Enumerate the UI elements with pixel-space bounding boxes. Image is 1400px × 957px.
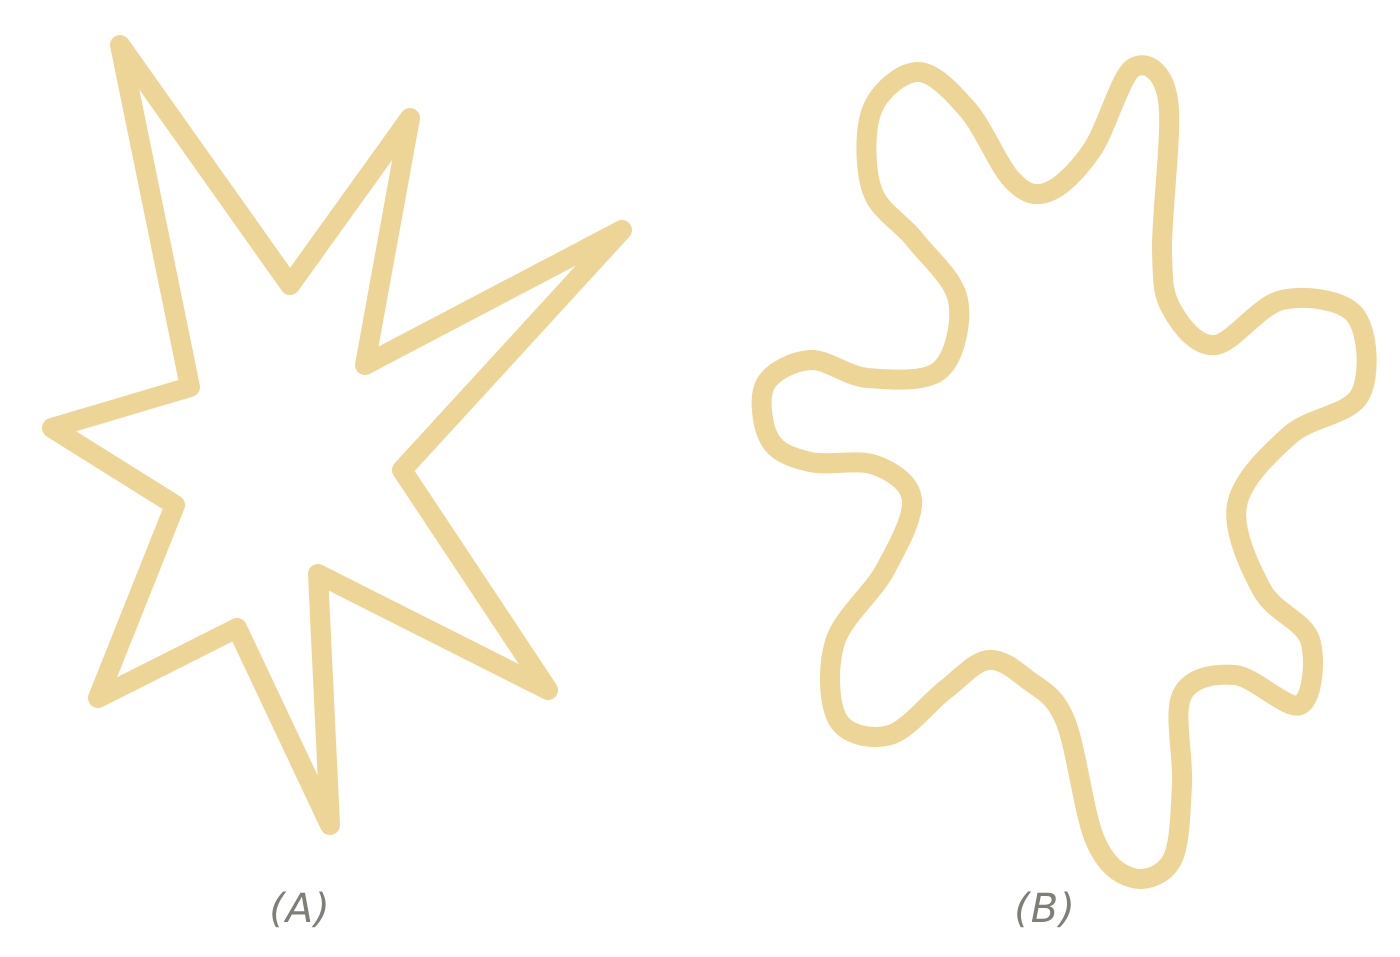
panel-label-a: (A) [269,886,331,932]
wavy-blob-shape [751,55,1377,889]
panel-label-b: (B) [1014,886,1076,932]
spiky-star-shape [42,35,632,835]
